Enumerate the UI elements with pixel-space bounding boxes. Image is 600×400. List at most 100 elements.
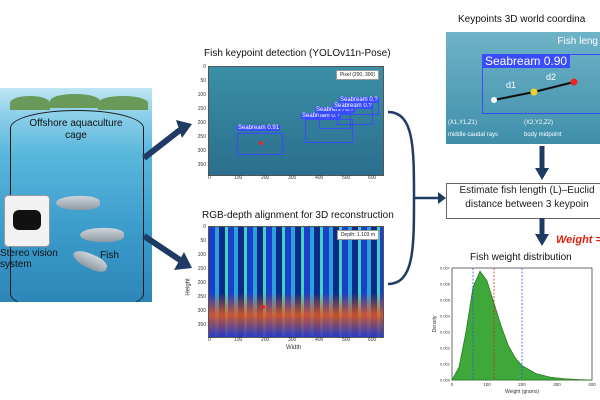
- y-tick-label: 0.002: [440, 346, 451, 351]
- estimate-line-1: Estimate fish length (L)–Euclid: [459, 185, 595, 196]
- detection-image: Pixel (200, 300) Seabream 0.91 Seabream …: [208, 66, 384, 176]
- fish-length-label: Fish leng: [557, 36, 598, 47]
- depth-title: RGB-depth alignment for 3D reconstructio…: [202, 210, 394, 221]
- keypoint-marker: [570, 78, 578, 86]
- detection-box: [237, 133, 283, 155]
- depth-x-ticks: 0 100 200 300 400 500 600: [208, 337, 382, 345]
- estimate-line-2: distance between 3 keypoin: [465, 199, 589, 210]
- keypoint-marker: [491, 97, 497, 103]
- detection-title: Fish keypoint detection (YOLOv11n-Pose): [204, 48, 391, 59]
- x-tick-label: 300: [553, 382, 561, 387]
- point1-description: middle caudal rays: [448, 132, 499, 138]
- y-tick-label: 0.004: [440, 314, 451, 319]
- aquaculture-cage-illustration: Offshore aquaculture cage Stereo vision …: [0, 88, 152, 302]
- arrow-to-detection: [142, 127, 182, 161]
- tick-label: 350: [197, 162, 206, 168]
- x-tick-label: 200: [518, 382, 526, 387]
- point1-coords: (X1,Y1,Z1): [448, 120, 478, 126]
- detection-x-ticks: 0 100 200 300 400 500 600: [208, 175, 382, 183]
- y-tick-label: 0.006: [440, 282, 451, 287]
- density-area: [451, 270, 593, 381]
- depth-y-ticks: 0 50 100 150 200 250 300 350: [196, 224, 206, 334]
- merge-bracket: [387, 110, 446, 286]
- tick-label: 200: [197, 280, 206, 286]
- tick-label: 150: [197, 266, 206, 272]
- weight-formula: Weight =: [556, 234, 600, 246]
- stereo-vision-label: Stereo vision system: [0, 248, 58, 270]
- tick-label: 600: [368, 337, 377, 343]
- detection-label: Seabream 0.90: [482, 54, 571, 68]
- fish-icon: [80, 228, 124, 242]
- detection-y-ticks: 0 50 100 150 200 250 300 350: [196, 64, 206, 174]
- stereo-camera-icon: [4, 195, 50, 247]
- arrow-down: [535, 146, 549, 180]
- tick-label: 300: [288, 337, 297, 343]
- mountain-shape: [98, 96, 148, 110]
- x-tick-label: 100: [483, 382, 491, 387]
- y-tick-label: 0.000: [440, 378, 451, 383]
- cage-title: Offshore aquaculture cage: [29, 118, 123, 141]
- detection-box: [305, 119, 353, 143]
- y-tick-label: 0.007: [440, 266, 451, 271]
- x-tick-label: 0: [451, 382, 454, 387]
- detection-label: Seabream 0.?: [315, 107, 355, 113]
- arrowhead-icon: [174, 252, 192, 270]
- arrowhead-icon: [535, 234, 549, 246]
- x-tick-label: 400: [588, 382, 596, 387]
- tick-label: 0: [208, 175, 211, 181]
- tick-label: 350: [197, 322, 206, 328]
- d2-label: d2: [546, 72, 557, 82]
- tick-label: 0: [208, 337, 211, 343]
- detection-label: Seabream 0.?: [339, 97, 379, 103]
- y-axis-label: Density: [432, 315, 438, 332]
- tick-label: 300: [288, 175, 297, 181]
- depth-legend: Depth: 1.103 m: [336, 230, 379, 240]
- tick-label: 0: [203, 224, 206, 230]
- tick-label: 250: [197, 294, 206, 300]
- detection-label: Seabream 0.?: [333, 103, 373, 109]
- tick-label: 300: [197, 308, 206, 314]
- tick-label: 250: [197, 134, 206, 140]
- tick-label: 50: [200, 238, 206, 244]
- tick-label: 50: [200, 78, 206, 84]
- x-axis-label: Weight (grams): [505, 389, 539, 395]
- tick-label: 600: [368, 175, 377, 181]
- tick-label: 400: [315, 337, 324, 343]
- mountain-shape: [50, 94, 100, 108]
- weight-distribution-chart: 0 100 200 300 400 0.000 0.001 0.002 0.003 0.004 0.…: [432, 266, 596, 396]
- arrow-to-depth: [142, 233, 182, 263]
- keypoints-image: Fish leng Seabream 0.90 d1 d2 (X1,Y1,Z1)…: [446, 32, 600, 144]
- keypoints-title: Keypoints 3D world coordina: [458, 14, 586, 25]
- tick-label: 500: [342, 175, 351, 181]
- detection-label: Seabream 0.91: [237, 125, 281, 131]
- y-tick-label: 0.005: [440, 298, 451, 303]
- y-tick-label: 0.001: [440, 362, 451, 367]
- tick-label: 100: [234, 337, 243, 343]
- tick-label: 150: [197, 106, 206, 112]
- mountain-shape: [10, 96, 50, 110]
- fish-icon: [56, 196, 100, 210]
- arrow-down: [535, 218, 549, 246]
- keypoint-marker: [530, 88, 538, 96]
- fish-label: Fish: [100, 250, 119, 261]
- arrowhead-icon: [535, 168, 549, 180]
- tick-label: 0: [203, 64, 206, 70]
- tick-label: 100: [197, 252, 206, 258]
- y-tick-label: 0.003: [440, 330, 451, 335]
- depth-map-image: Depth: 1.103 m: [208, 226, 384, 338]
- tick-label: 200: [197, 120, 206, 126]
- tick-label: 500: [342, 337, 351, 343]
- arrowhead-icon: [438, 192, 446, 204]
- estimate-length-box: Estimate fish length (L)–Euclid distance…: [446, 183, 600, 219]
- point2-description: body midpoint: [524, 132, 562, 138]
- point2-coords: (X2,Y2,Z2): [524, 120, 554, 126]
- detection-label: Seabream 0.?: [301, 113, 341, 119]
- length-lines: [491, 78, 578, 103]
- depth-point-marker: [261, 305, 265, 309]
- tick-label: 300: [197, 148, 206, 154]
- tick-label: 200: [261, 175, 270, 181]
- arrowhead-icon: [176, 120, 192, 138]
- detection-legend: Pixel (200, 300): [335, 70, 379, 80]
- detection-box: [319, 113, 351, 129]
- tick-label: 200: [261, 337, 270, 343]
